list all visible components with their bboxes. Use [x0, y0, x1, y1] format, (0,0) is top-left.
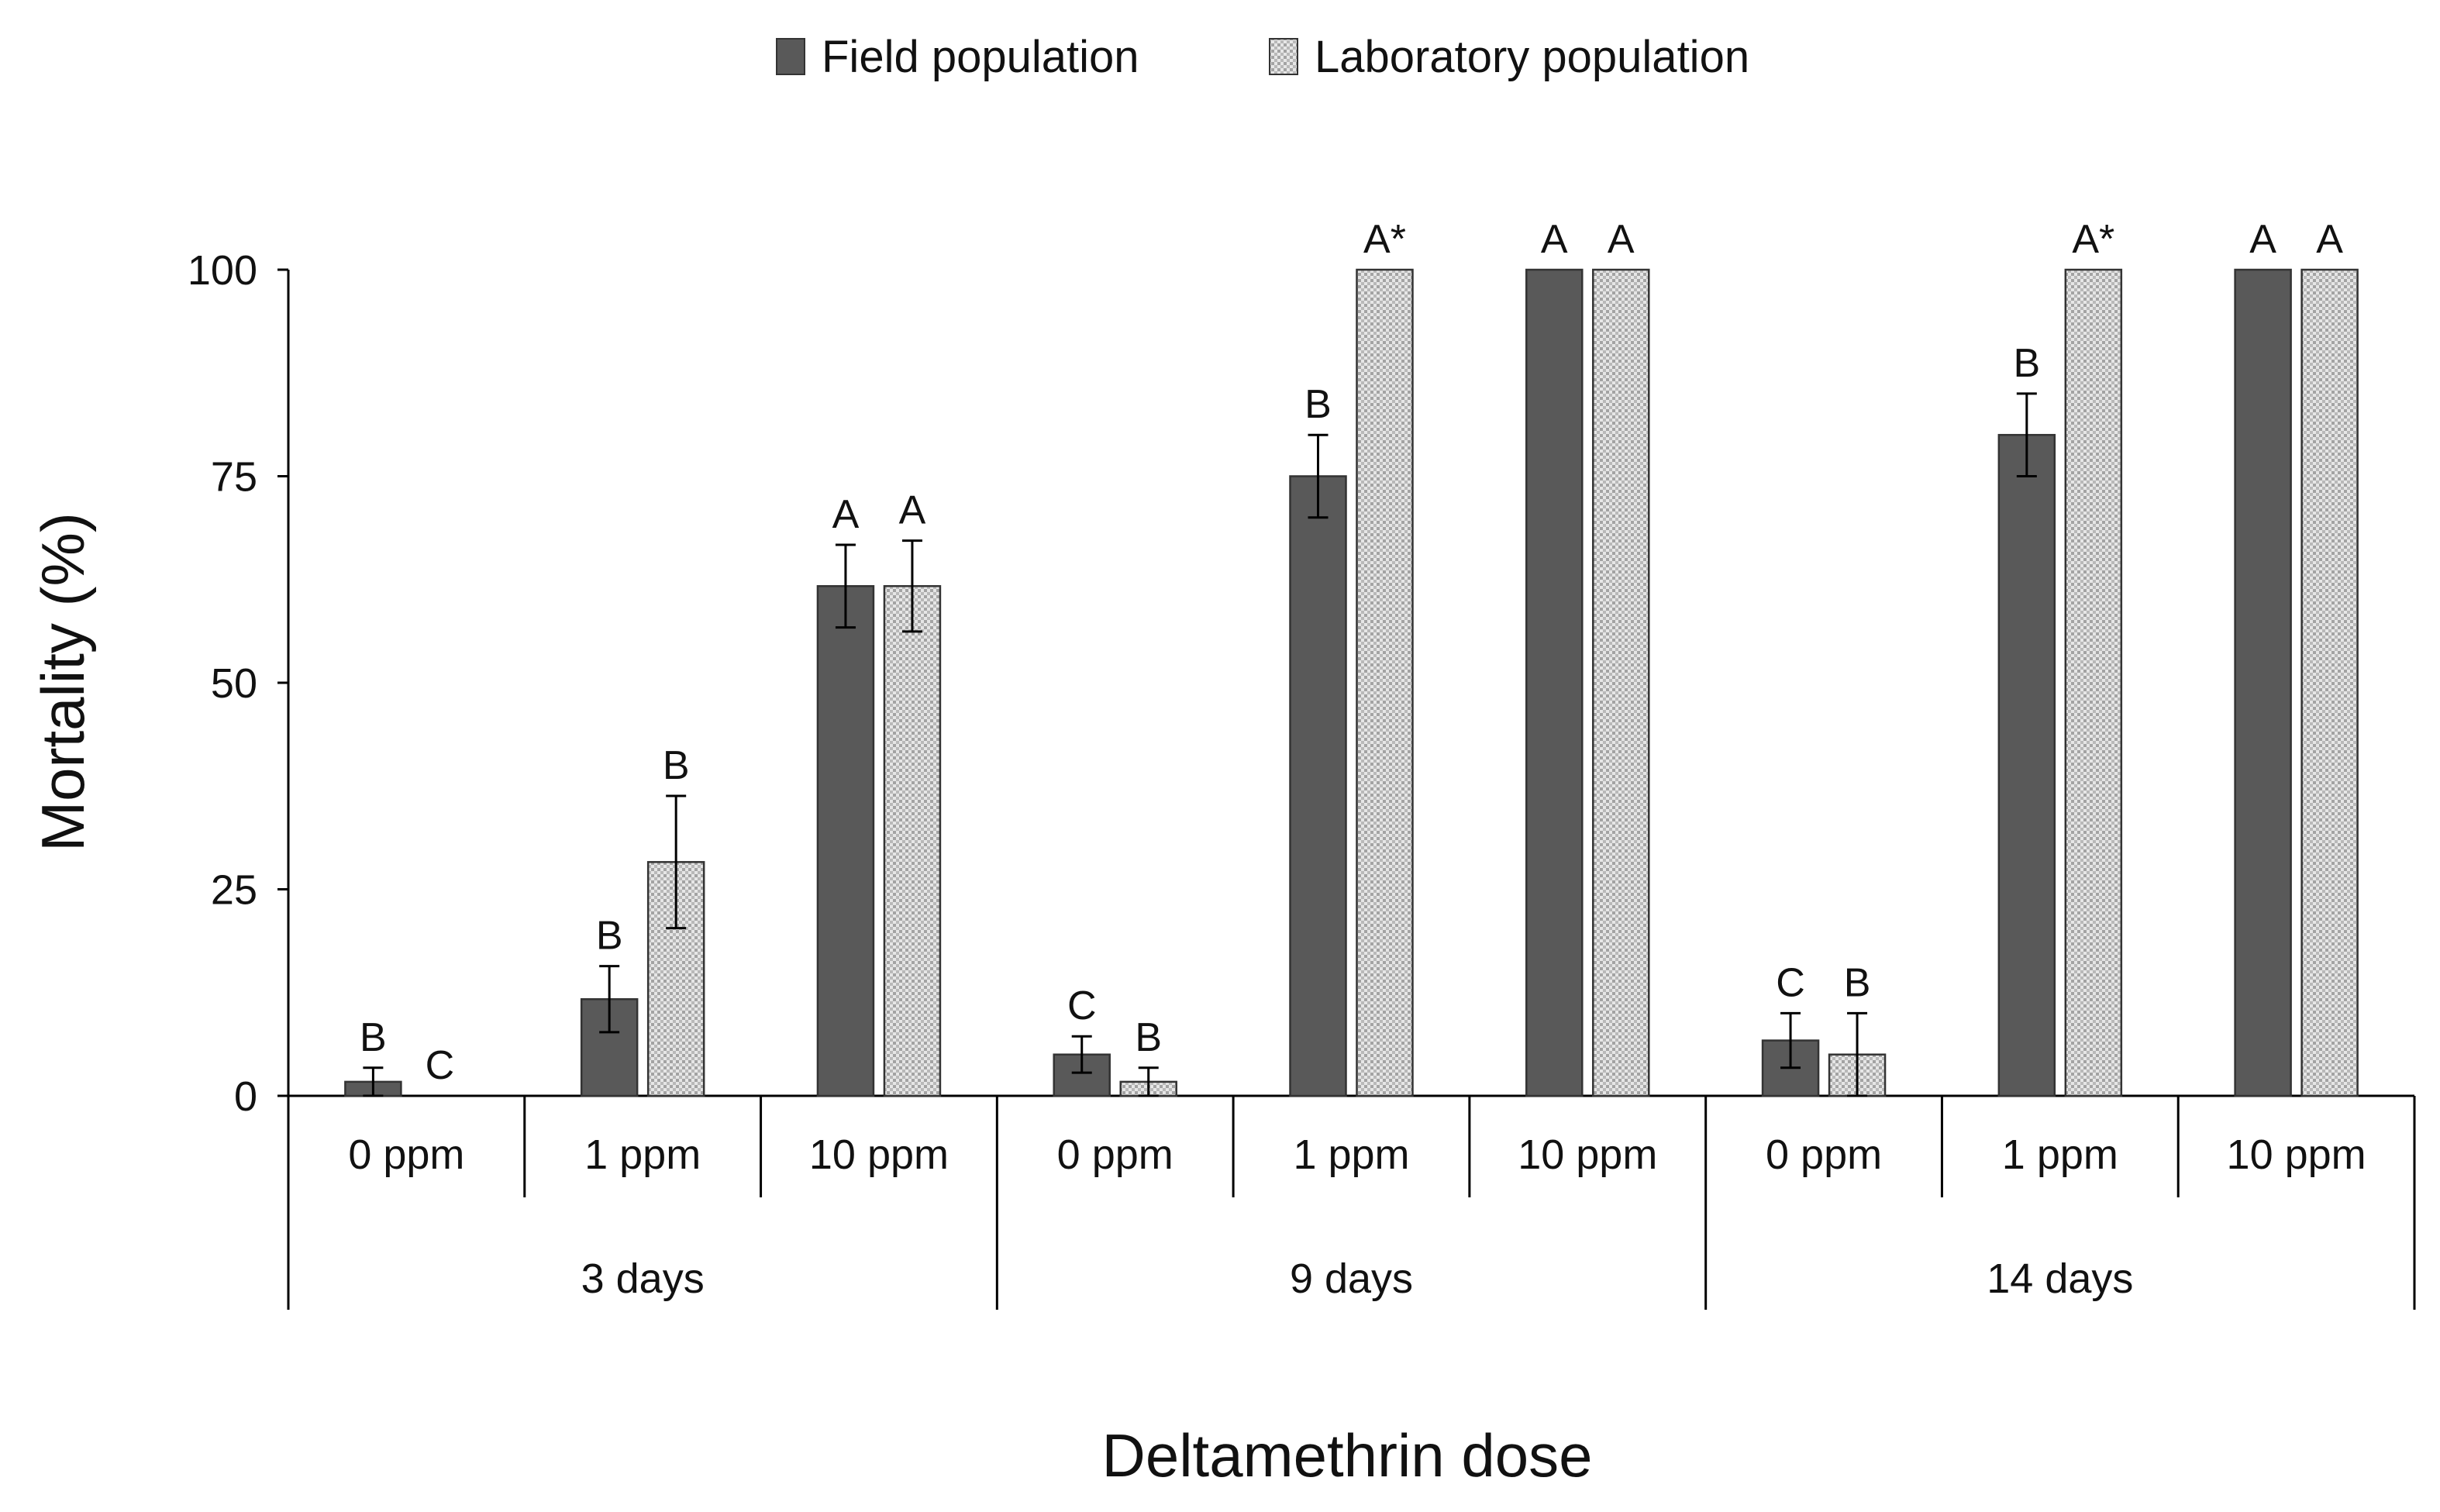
bar-laboratory	[883, 585, 942, 1097]
y-axis-title: Mortality (%)	[29, 512, 97, 852]
bars	[344, 268, 2359, 1097]
y-tick-label: 25	[211, 867, 257, 914]
y-tick-label: 100	[188, 247, 257, 294]
significance-letter-laboratory: B	[663, 743, 690, 788]
x-category-label: 1 ppm	[2002, 1131, 2118, 1178]
axes: 0 25 50 75 100 0 ppm 1 ppm 10 ppm 3 days 0 ppm 1 p…	[188, 247, 2416, 1310]
significance-letter-field: B	[2013, 341, 2040, 386]
significance-letter-laboratory: A*	[1363, 217, 1406, 262]
x-category-label: 0 ppm	[348, 1131, 464, 1178]
x-group-label: 14 days	[1987, 1255, 2133, 1302]
bar-laboratory	[2064, 268, 2123, 1097]
significance-letter-laboratory: A	[899, 488, 926, 533]
legend-label-laboratory: Laboratory population	[1315, 32, 1749, 82]
significance-letter-field: A	[1541, 217, 1568, 262]
legend: Field population Laboratory population	[776, 32, 1749, 82]
significance-letter-field: A	[2249, 217, 2276, 262]
x-category-label: 1 ppm	[1293, 1131, 1409, 1178]
y-tick-label: 75	[211, 454, 257, 501]
x-category-label: 10 ppm	[1518, 1131, 1657, 1178]
significance-letter-field: B	[360, 1015, 387, 1060]
x-group-label: 3 days	[581, 1255, 705, 1302]
bar-field	[1289, 475, 1347, 1097]
significance-letter-laboratory: A	[2316, 217, 2343, 262]
bar-field	[1997, 433, 2056, 1097]
x-category-label: 10 ppm	[2227, 1131, 2366, 1178]
significance-letter-laboratory: A	[1608, 217, 1635, 262]
bar-field	[816, 585, 875, 1097]
legend-swatch-field	[776, 38, 805, 75]
y-tick-label: 50	[211, 660, 257, 707]
significance-letter-field: C	[1067, 983, 1097, 1028]
bar-field	[2234, 268, 2292, 1097]
bar-laboratory	[2300, 268, 2359, 1097]
significance-letter-field: C	[1776, 960, 1805, 1005]
legend-swatch-laboratory	[1269, 38, 1298, 75]
x-group-label: 9 days	[1290, 1255, 1413, 1302]
legend-label-field: Field population	[822, 32, 1139, 82]
x-axis-title: Deltamethrin dose	[1102, 1421, 1593, 1490]
y-tick-label: 0	[234, 1073, 257, 1120]
x-category-label: 0 ppm	[1766, 1131, 1882, 1178]
x-category-label: 0 ppm	[1057, 1131, 1173, 1178]
bar-laboratory	[1592, 268, 1650, 1097]
significance-letter-field: A	[832, 492, 860, 537]
significance-letter-laboratory: B	[1844, 960, 1871, 1005]
x-category-label: 1 ppm	[584, 1131, 701, 1178]
x-category-label: 10 ppm	[809, 1131, 949, 1178]
bar-laboratory	[1356, 268, 1414, 1097]
significance-letter-laboratory: C	[426, 1043, 455, 1088]
significance-letter-field: B	[1304, 382, 1332, 427]
significance-letter-laboratory: A*	[2072, 217, 2114, 262]
significance-letter-field: B	[596, 914, 623, 959]
significance-letter-laboratory: B	[1135, 1015, 1162, 1060]
bar-field	[1525, 268, 1584, 1097]
